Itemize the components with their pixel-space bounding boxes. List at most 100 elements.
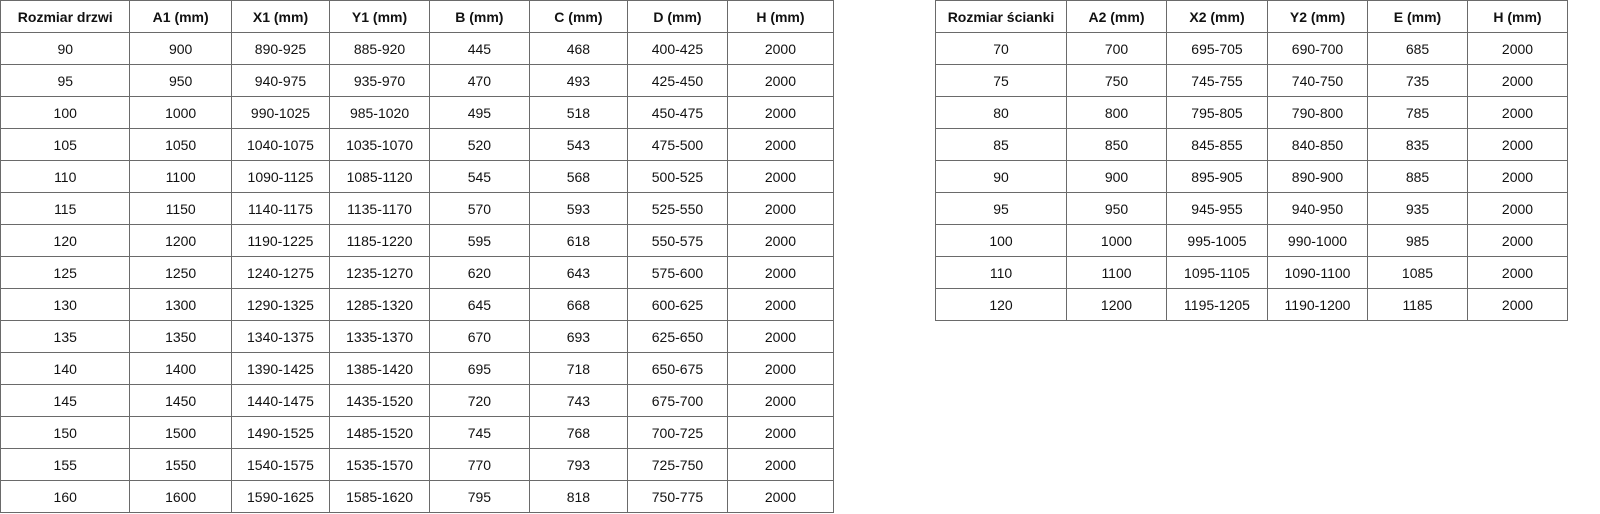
- table-cell: 1190-1200: [1267, 288, 1368, 321]
- table-cell: 1500: [129, 416, 232, 449]
- table-cell: 1590-1625: [230, 480, 331, 513]
- table-row: 85 850 845-855 840-850 835 2000: [935, 128, 1568, 161]
- table-row: 100 1000 995-1005 990-1000 985 2000: [935, 224, 1568, 257]
- table-cell: 1435-1520: [329, 384, 430, 417]
- table-cell: 675-700: [627, 384, 728, 417]
- table-cell: 2000: [726, 288, 835, 321]
- header-row: Rozmiar drzwi A1 (mm) X1 (mm) Y1 (mm) B (mm)…: [0, 0, 835, 33]
- table-cell: 770: [428, 448, 530, 481]
- table-cell: 745-755: [1166, 64, 1268, 97]
- table-cell: 518: [528, 96, 629, 129]
- table-cell: 1350: [129, 320, 232, 353]
- table-cell: 900: [1066, 160, 1167, 193]
- column-header: X1 (mm): [230, 0, 331, 33]
- table-cell: 1035-1070: [329, 128, 430, 161]
- table-cell: 75: [935, 64, 1067, 97]
- table-cell: 140: [0, 352, 131, 385]
- table-cell: 2000: [1467, 192, 1568, 225]
- table-cell: 800: [1066, 96, 1167, 129]
- table-cell: 445: [428, 32, 530, 65]
- table-cell: 718: [528, 352, 629, 385]
- table-cell: 520: [428, 128, 530, 161]
- table-cell: 940-950: [1267, 192, 1368, 225]
- table-cell: 750-775: [627, 480, 728, 513]
- table-cell: 95: [0, 64, 131, 97]
- table-cell: 890-900: [1267, 160, 1368, 193]
- table-row: 90 900 895-905 890-900 885 2000: [935, 160, 1568, 193]
- table-cell: 885: [1367, 160, 1468, 193]
- table-cell: 745: [428, 416, 530, 449]
- table-cell: 1185: [1367, 288, 1468, 321]
- table-cell: 570: [428, 192, 530, 225]
- table-cell: 668: [528, 288, 629, 321]
- table-cell: 2000: [726, 64, 835, 97]
- table-cell: 785: [1367, 96, 1468, 129]
- table-cell: 2000: [726, 96, 835, 129]
- table-cell: 625-650: [627, 320, 728, 353]
- table-cell: 1195-1205: [1166, 288, 1268, 321]
- table-cell: 685: [1367, 32, 1468, 65]
- table-row: 105 1050 1040-1075 1035-1070 520 543 475-500 20…: [0, 128, 835, 161]
- table-cell: 1090-1100: [1267, 256, 1368, 289]
- table-cell: 693: [528, 320, 629, 353]
- table-cell: 840-850: [1267, 128, 1368, 161]
- table-cell: 2000: [726, 224, 835, 257]
- table-cell: 493: [528, 64, 629, 97]
- table-cell: 90: [935, 160, 1067, 193]
- table-cell: 2000: [1467, 128, 1568, 161]
- table-cell: 885-920: [329, 32, 430, 65]
- table-cell: 1540-1575: [230, 448, 331, 481]
- table-cell: 985-1020: [329, 96, 430, 129]
- table-cell: 1450: [129, 384, 232, 417]
- table-cell: 790-800: [1267, 96, 1368, 129]
- table-row: 140 1400 1390-1425 1385-1420 695 718 650-675 20…: [0, 352, 835, 385]
- table-cell: 940-975: [230, 64, 331, 97]
- table-cell: 495: [428, 96, 530, 129]
- table-cell: 985: [1367, 224, 1468, 257]
- table-cell: 593: [528, 192, 629, 225]
- table-cell: 2000: [1467, 96, 1568, 129]
- table-cell: 70: [935, 32, 1067, 65]
- table-cell: 400-425: [627, 32, 728, 65]
- column-header: E (mm): [1367, 0, 1468, 33]
- table-row: 70 700 695-705 690-700 685 2000: [935, 32, 1568, 65]
- column-header: Rozmiar ścianki: [935, 0, 1067, 33]
- table-cell: 725-750: [627, 448, 728, 481]
- table-cell: 1200: [129, 224, 232, 257]
- table-cell: 1000: [129, 96, 232, 129]
- table-cell: 135: [0, 320, 131, 353]
- column-header: H (mm): [726, 0, 835, 33]
- table-cell: 600-625: [627, 288, 728, 321]
- table-cell: 818: [528, 480, 629, 513]
- table-cell: 2000: [726, 480, 835, 513]
- table-cell: 1240-1275: [230, 256, 331, 289]
- table-cell: 100: [935, 224, 1067, 257]
- table-cell: 895-905: [1166, 160, 1268, 193]
- header-row: Rozmiar ścianki A2 (mm) X2 (mm) Y2 (mm) E (m…: [935, 0, 1568, 33]
- table-cell: 120: [0, 224, 131, 257]
- table-cell: 1085: [1367, 256, 1468, 289]
- column-header: Rozmiar drzwi: [0, 0, 131, 33]
- table-cell: 2000: [726, 192, 835, 225]
- table-row: 115 1150 1140-1175 1135-1170 570 593 525-550 20…: [0, 192, 835, 225]
- column-header: Y1 (mm): [329, 0, 430, 33]
- table-cell: 835: [1367, 128, 1468, 161]
- table-cell: 1090-1125: [230, 160, 331, 193]
- table-cell: 1335-1370: [329, 320, 430, 353]
- table-cell: 750: [1066, 64, 1167, 97]
- table-cell: 525-550: [627, 192, 728, 225]
- table-row: 100 1000 990-1025 985-1020 495 518 450-475 2000: [0, 96, 835, 129]
- table-cell: 740-750: [1267, 64, 1368, 97]
- table-cell: 1340-1375: [230, 320, 331, 353]
- table-cell: 95: [935, 192, 1067, 225]
- table-cell: 1400: [129, 352, 232, 385]
- table-cell: 990-1025: [230, 96, 331, 129]
- table-cell: 690-700: [1267, 32, 1368, 65]
- table-cell: 100: [0, 96, 131, 129]
- table-cell: 1490-1525: [230, 416, 331, 449]
- table-cell: 695: [428, 352, 530, 385]
- table-cell: 450-475: [627, 96, 728, 129]
- table-cell: 1250: [129, 256, 232, 289]
- table-cell: 643: [528, 256, 629, 289]
- table-cell: 620: [428, 256, 530, 289]
